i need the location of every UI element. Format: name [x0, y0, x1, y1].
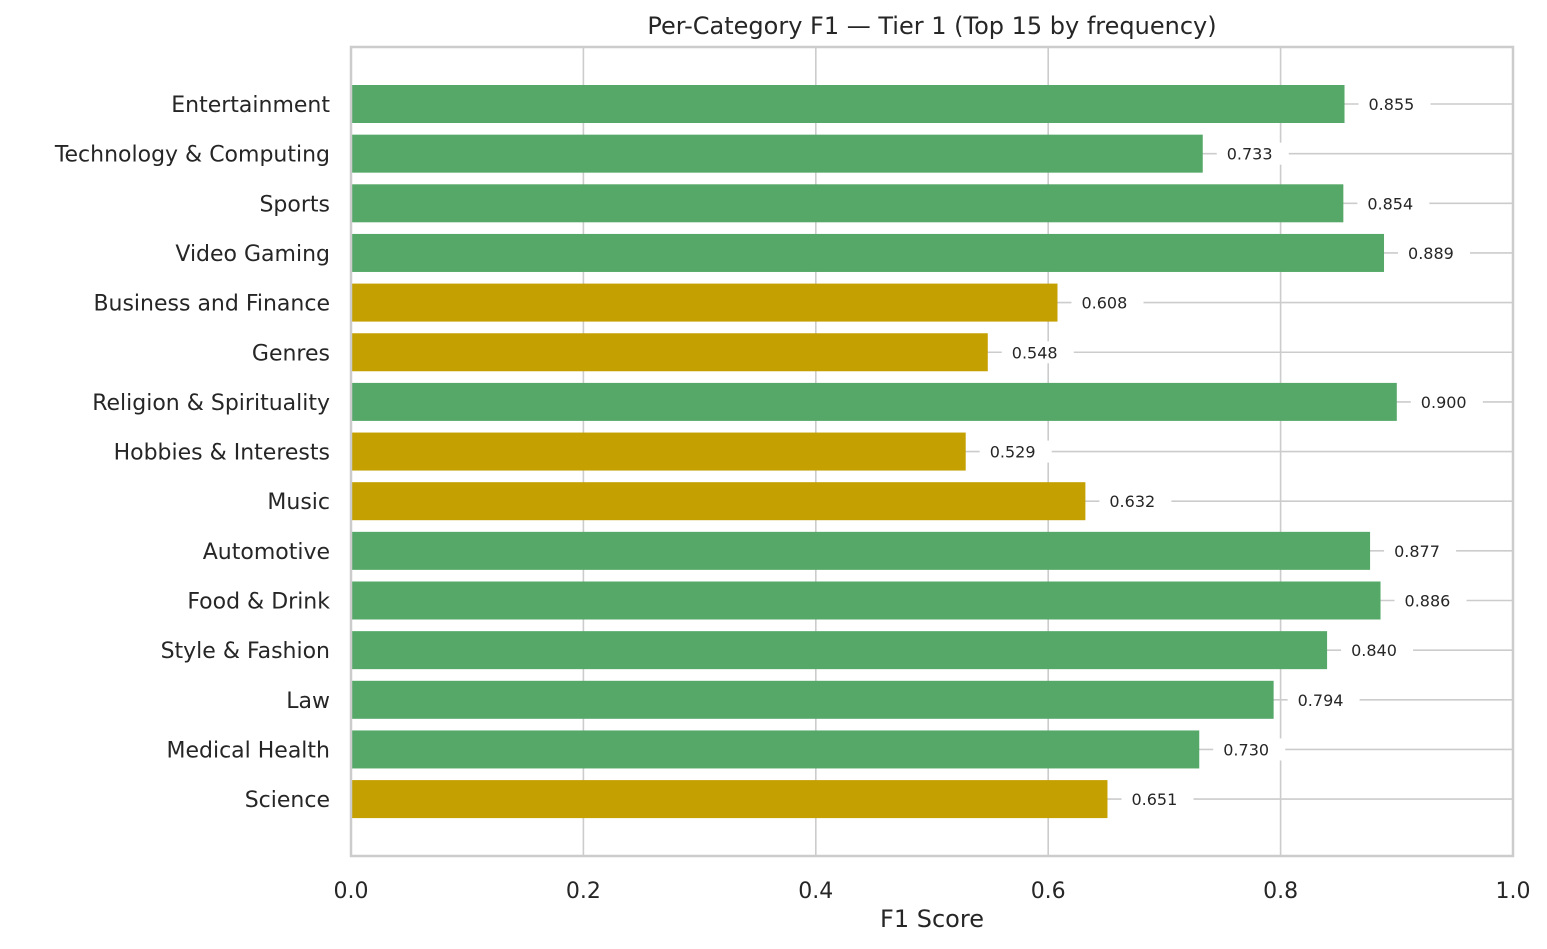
category-label: Food & Drink [187, 590, 330, 615]
bar [351, 780, 1108, 819]
bar [351, 333, 988, 372]
value-label-background [1341, 639, 1414, 662]
x-tick-label: 0.0 [334, 879, 369, 904]
value-label-background [1410, 390, 1483, 413]
category-label: Religion & Spirituality [92, 391, 330, 416]
value-label: 0.548 [1012, 343, 1058, 362]
value-label-background [1398, 241, 1471, 264]
category-label: Style & Fashion [161, 639, 330, 664]
x-axis-title: F1 Score [880, 905, 984, 933]
x-tick-label: 0.2 [566, 879, 601, 904]
bar [351, 531, 1371, 570]
bars [351, 85, 1397, 819]
value-label-background [1287, 688, 1360, 711]
value-label: 0.854 [1367, 194, 1413, 213]
bar [351, 382, 1397, 421]
value-label: 0.794 [1298, 691, 1344, 710]
value-label: 0.529 [990, 443, 1036, 462]
category-label: Science [245, 788, 330, 813]
x-tick-label: 0.6 [1031, 879, 1066, 904]
value-label: 0.730 [1223, 740, 1269, 759]
value-label: 0.886 [1405, 592, 1451, 611]
value-label-background [1358, 93, 1431, 115]
category-label: Entertainment [171, 93, 330, 118]
bar [351, 581, 1381, 620]
bar [351, 184, 1344, 223]
value-label-background [1099, 490, 1172, 513]
value-label-background [979, 440, 1052, 463]
category-label: Genres [252, 341, 330, 366]
bar [351, 680, 1274, 719]
axes-frame [349, 45, 1515, 858]
value-label: 0.855 [1369, 95, 1415, 114]
bar [351, 233, 1385, 272]
bar [351, 482, 1086, 521]
bar [351, 85, 1345, 123]
category-label: Music [267, 490, 330, 515]
value-label: 0.608 [1081, 294, 1127, 313]
category-label: Law [286, 689, 330, 714]
value-label-background [1121, 788, 1194, 811]
bar [351, 730, 1200, 769]
category-label: Business and Finance [93, 292, 330, 317]
bar [351, 432, 966, 471]
category-label: Automotive [203, 540, 330, 565]
value-label-background [1357, 192, 1430, 215]
value-label: 0.889 [1408, 244, 1454, 263]
value-label: 0.733 [1227, 145, 1273, 164]
category-label: Video Gaming [175, 242, 330, 267]
value-label: 0.877 [1394, 542, 1440, 561]
bar [351, 631, 1328, 670]
category-labels: Entertainment Technology & Computing Sport… [54, 93, 331, 813]
category-label: Technology & Computing [54, 143, 330, 168]
bar [351, 134, 1203, 173]
value-label: 0.840 [1351, 641, 1397, 660]
value-label-background [1071, 291, 1144, 314]
value-label-background [1001, 341, 1074, 364]
x-tick-labels: 0.0 0.2 0.4 0.6 0.8 1.0 [334, 879, 1531, 904]
bar [351, 283, 1058, 322]
value-label: 0.651 [1131, 790, 1177, 809]
chart-title: Per-Category F1 — Tier 1 (Top 15 by freq… [647, 12, 1216, 40]
value-label-background [1384, 539, 1457, 562]
value-label-background [1394, 589, 1467, 612]
category-label: Medical Health [166, 738, 330, 763]
category-label: Hobbies & Interests [114, 441, 330, 466]
value-label-background [1213, 738, 1286, 761]
x-tick-label: 1.0 [1496, 879, 1531, 904]
value-labels: 0.855 0.733 0.854 0.889 0.608 0.548 0.900 0.529… [979, 93, 1483, 811]
value-label: 0.900 [1421, 393, 1467, 412]
value-label: 0.632 [1109, 492, 1155, 511]
x-tick-label: 0.8 [1263, 879, 1298, 904]
x-tick-label: 0.4 [798, 879, 833, 904]
value-label-background [1216, 142, 1289, 165]
category-label: Sports [259, 192, 330, 217]
